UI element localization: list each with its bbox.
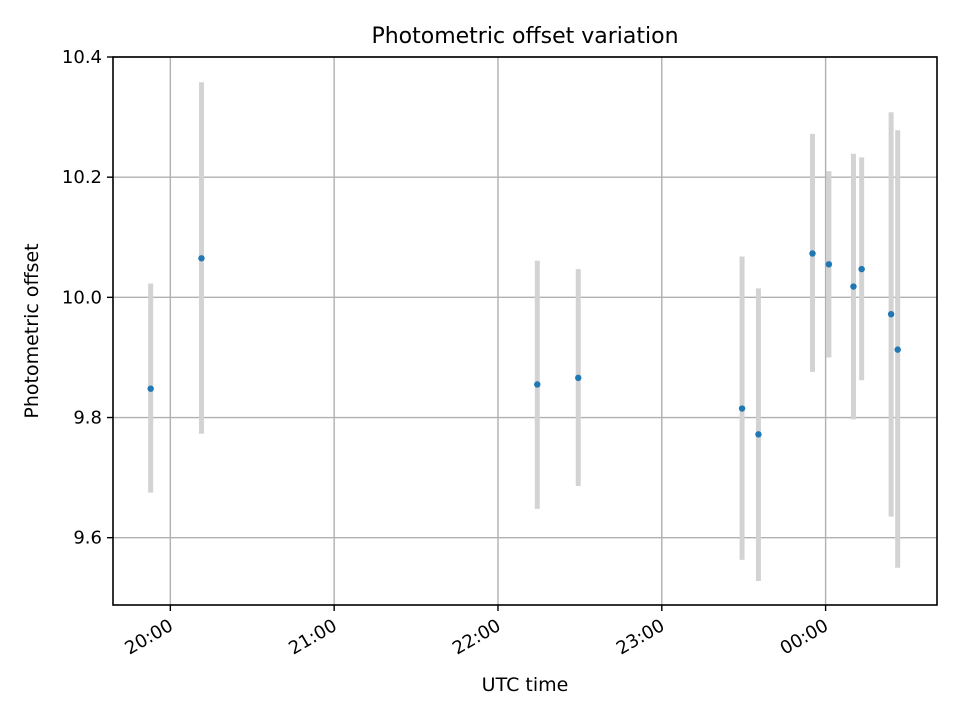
data-point bbox=[894, 346, 901, 353]
data-point bbox=[755, 431, 762, 438]
data-point bbox=[887, 310, 895, 318]
data-point bbox=[809, 250, 816, 257]
plot-frame bbox=[112, 56, 938, 606]
y-tick-label: 9.8 bbox=[73, 408, 102, 429]
data-point bbox=[850, 283, 857, 290]
point-layer bbox=[147, 250, 901, 438]
data-point bbox=[147, 385, 154, 392]
x-axis-label: UTC time bbox=[482, 674, 569, 696]
data-point bbox=[858, 265, 865, 273]
data-point bbox=[575, 374, 582, 382]
y-tick-label: 10.4 bbox=[62, 47, 102, 68]
y-axis-label: Photometric offset bbox=[21, 243, 43, 418]
data-point bbox=[738, 405, 746, 412]
data-point bbox=[198, 255, 205, 262]
y-tick-label: 9.6 bbox=[73, 528, 102, 549]
y-tick-label: 10.2 bbox=[62, 167, 102, 188]
y-tick-label: 10.0 bbox=[62, 287, 102, 308]
chart-title: Photometric offset variation bbox=[371, 24, 678, 49]
data-point bbox=[534, 381, 541, 388]
data-point bbox=[825, 261, 833, 268]
